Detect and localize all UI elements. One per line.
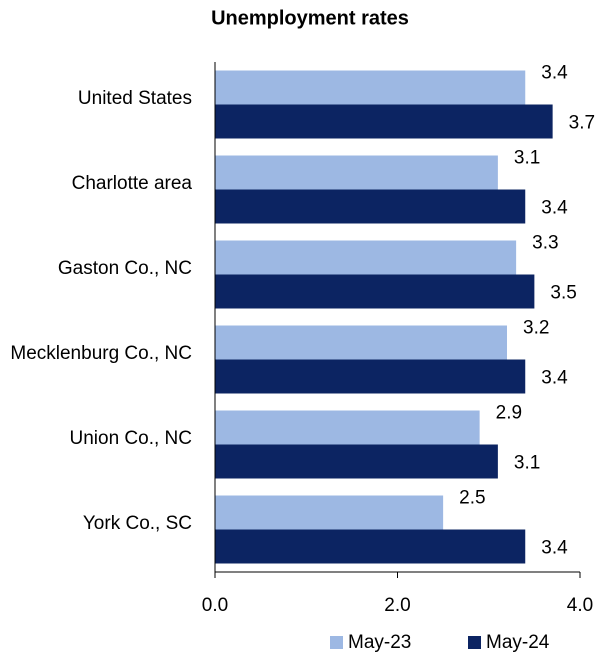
bar bbox=[215, 325, 507, 360]
bar bbox=[215, 155, 498, 190]
bar bbox=[215, 410, 480, 445]
y-tick-label: Union Co., NC bbox=[0, 427, 193, 451]
bar bbox=[215, 240, 517, 275]
data-label: 3.2 bbox=[523, 318, 549, 339]
data-label: 3.5 bbox=[550, 283, 576, 304]
bar bbox=[215, 274, 535, 309]
chart-title: Unemployment rates bbox=[211, 7, 409, 29]
data-label: 2.9 bbox=[496, 403, 522, 424]
data-label: 3.4 bbox=[541, 368, 568, 389]
y-tick-label: Charlotte area bbox=[0, 172, 192, 196]
y-tick-text: United States bbox=[77, 87, 192, 109]
data-label: 3.4 bbox=[541, 63, 568, 84]
bar bbox=[215, 70, 526, 105]
data-label: 3.1 bbox=[514, 148, 540, 169]
bar bbox=[215, 104, 553, 139]
y-tick-label: Gaston Co., NC bbox=[0, 257, 192, 281]
x-tick-label: 4.0 bbox=[567, 595, 593, 616]
bar bbox=[215, 359, 526, 394]
y-tick-label: Mecklenburg Co., NC bbox=[0, 342, 192, 366]
y-tick-label: York Co., SC bbox=[0, 512, 192, 536]
data-label: 2.5 bbox=[459, 488, 485, 509]
bar bbox=[215, 529, 526, 564]
data-label: 3.4 bbox=[541, 538, 568, 559]
y-tick-text: Mecklenburg Co., NC bbox=[10, 342, 192, 364]
legend-swatch bbox=[468, 636, 481, 649]
y-tick-label: United States bbox=[0, 87, 192, 111]
y-tick-text: Union Co., NC bbox=[69, 427, 193, 449]
y-tick-text: Charlotte area bbox=[71, 172, 192, 194]
legend-label: May-23 bbox=[348, 632, 411, 653]
data-label: 3.7 bbox=[569, 113, 595, 134]
legend-label: May-24 bbox=[486, 632, 550, 653]
bar bbox=[215, 495, 444, 530]
data-label: 3.4 bbox=[541, 198, 568, 219]
data-label: 3.3 bbox=[532, 233, 558, 254]
x-tick-label: 0.0 bbox=[202, 595, 228, 616]
bar bbox=[215, 189, 526, 224]
y-tick-text: Gaston Co., NC bbox=[57, 257, 192, 279]
y-tick-text: York Co., SC bbox=[82, 512, 192, 534]
bar bbox=[215, 444, 498, 479]
x-tick-label: 2.0 bbox=[384, 595, 410, 616]
legend-swatch bbox=[330, 636, 343, 649]
data-label: 3.1 bbox=[514, 453, 540, 474]
